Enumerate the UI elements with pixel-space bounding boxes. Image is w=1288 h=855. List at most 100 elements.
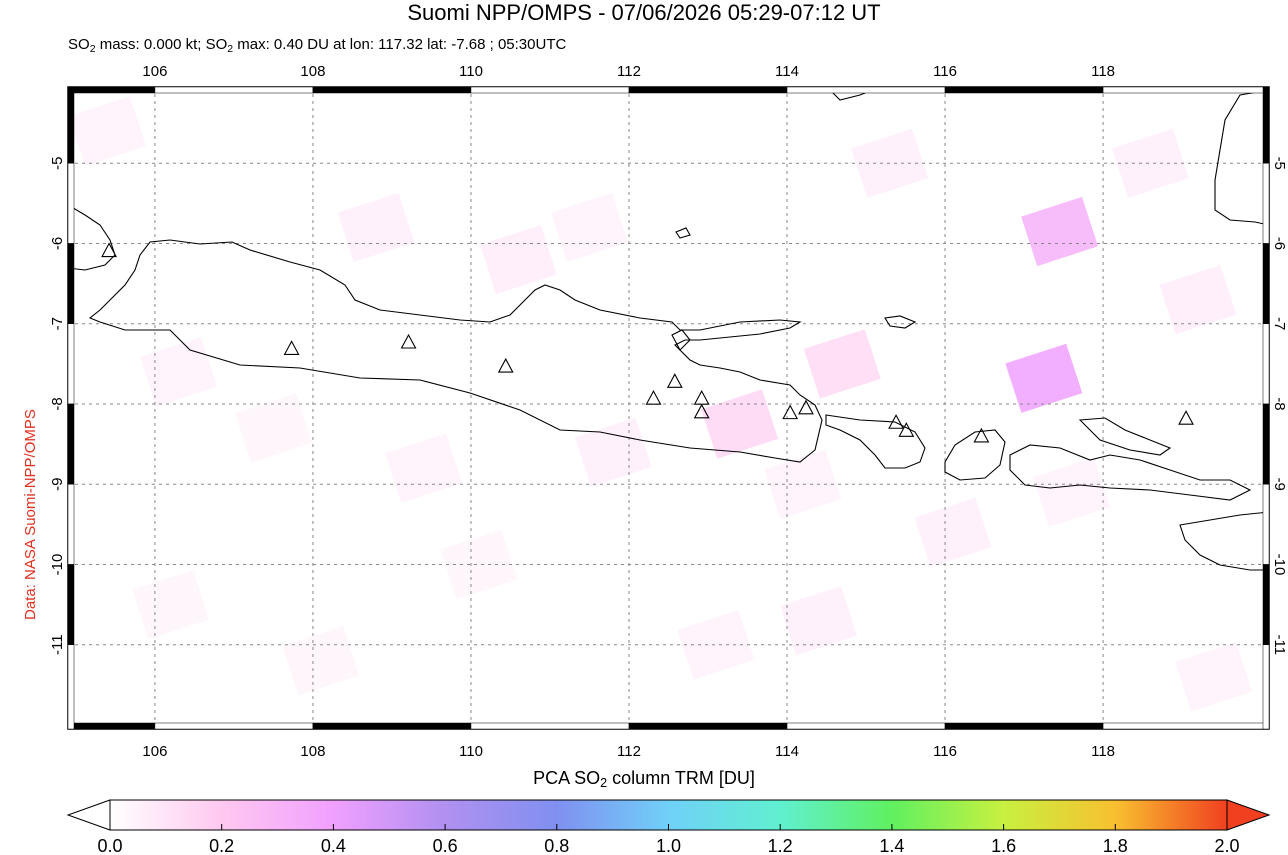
axis-labels: 106 106 108 108 110 110 112 112 114 114 116 116 118 1…: [49, 63, 1288, 760]
so2-pixel: [1005, 343, 1083, 413]
lat-tick-label-right: -5: [1271, 157, 1288, 170]
coastline-kalimantan-east: [1214, 89, 1269, 226]
so2-pixel: [1159, 265, 1237, 335]
frame-bar-left: [67, 403, 75, 485]
so2-pixel: [337, 192, 415, 263]
volcano-icon: [798, 399, 814, 415]
colorbar-tick-label: 1.4: [879, 836, 904, 855]
frame-bar-right: [1262, 483, 1270, 565]
lat-tick-label-left: -8: [49, 397, 66, 410]
so2-pixel: [1175, 642, 1253, 712]
so2-pixel: [780, 586, 858, 656]
frame-bar-top: [154, 86, 314, 94]
frame-bar-bottom: [470, 722, 630, 730]
coastline-karimunjawa: [675, 227, 691, 239]
frame-bar-top: [1102, 86, 1270, 94]
volcano-icon: [898, 422, 915, 437]
frame-bar-left: [67, 483, 75, 565]
colorbar-min-arrow: [66, 799, 111, 831]
lon-tick-label-bottom: 112: [617, 743, 641, 760]
colorbar-tick-label: 1.8: [1103, 836, 1128, 855]
colorbar-label: PCA SO2 column TRM [DU]: [0, 768, 1288, 790]
frame-bar-right: [1262, 243, 1270, 324]
subtitle-pre: SO: [68, 36, 90, 53]
frame-bar-right: [1262, 564, 1270, 645]
so2-pixel: [385, 433, 463, 503]
colorbar-tick-label: 0.8: [544, 836, 569, 855]
colorbar-tick-label: 1.0: [656, 836, 681, 855]
volcano-icon: [1178, 410, 1194, 425]
lat-tick-label-left: -6: [49, 237, 66, 250]
coastline-madura-strait-islet: [671, 329, 691, 351]
lat-tick-label-right: -7: [1271, 317, 1288, 330]
frame-bar-right: [1262, 323, 1270, 405]
so2-pixel: [574, 417, 652, 487]
coastline-bali: [825, 414, 926, 469]
coastline-sumbawa-north: [1078, 417, 1172, 456]
volcano-icon: [400, 333, 417, 349]
lat-tick-label-right: -11: [1271, 634, 1288, 655]
lat-tick-label-left: -7: [49, 317, 66, 330]
lat-tick-label-left: -11: [49, 634, 66, 655]
colorbar-tick-label: 2.0: [1214, 836, 1239, 855]
frame-bar-bottom: [154, 722, 314, 730]
so2-pixel: [677, 610, 755, 680]
lon-tick-label-bottom: 116: [933, 743, 957, 760]
lon-tick-label-top: 118: [1091, 63, 1115, 80]
lat-tick-label-left: -10: [49, 554, 66, 576]
frame-bar-top: [470, 86, 630, 94]
so2-pixel: [1021, 196, 1099, 267]
volcano-icon: [666, 373, 683, 388]
map-subtitle: SO2 mass: 0.000 kt; SO2 max: 0.40 DU at …: [68, 36, 566, 58]
lon-tick-label-bottom: 106: [142, 743, 167, 760]
lat-tick-label-right: -10: [1271, 554, 1288, 576]
subtitle-sub: 2: [89, 43, 96, 55]
coastline-sumbawa: [1009, 444, 1252, 501]
coastline-java: [88, 239, 823, 463]
colorbar: 0.0 0.2 0.4 0.6 0.8 1.0 1.2 1.4 1.6 1.8 2.0: [66, 799, 1271, 855]
lon-tick-label-top: 114: [775, 63, 799, 80]
frame-bar-left: [67, 162, 75, 244]
frame-bar-bottom: [628, 722, 788, 730]
so2-pixel: [764, 449, 842, 519]
frame-bar-right: [1262, 86, 1270, 164]
so2-pixel: [1112, 128, 1189, 198]
coastline-lombok: [944, 429, 1006, 481]
colorbar-tick-label: 0.2: [209, 836, 234, 855]
frame-bar-right: [1262, 644, 1270, 730]
coastline-layer: [68, 87, 1269, 571]
lon-tick-label-top: 108: [300, 63, 325, 80]
lon-tick-label-top: 106: [142, 63, 167, 80]
lon-tick-label-bottom: 110: [459, 743, 483, 760]
colorbar-label-post: column TRM [DU]: [607, 768, 755, 788]
coastline-sumba: [1179, 511, 1269, 571]
so2-pixel: [701, 389, 779, 459]
map-background: [68, 87, 1269, 729]
volcano-icon: [645, 390, 662, 405]
frame-bar-top: [944, 86, 1104, 94]
volcano-icon: [693, 403, 710, 419]
lon-tick-label-bottom: 108: [300, 743, 325, 760]
lat-tick-label-left: -5: [49, 157, 66, 170]
frame-bar-top: [67, 86, 156, 94]
so2-pixel: [140, 337, 218, 407]
frame-bar-left: [67, 243, 75, 324]
coastline-sumatra: [68, 204, 116, 271]
frame-bar-right: [1262, 162, 1270, 244]
lat-tick-label-left: -9: [49, 478, 66, 491]
volcano-icon: [283, 340, 300, 355]
frame-bar-bottom: [944, 722, 1104, 730]
frame-bar-bottom: [312, 722, 472, 730]
colorbar-tick-label: 1.2: [768, 836, 793, 855]
frame-bar-left: [67, 86, 75, 164]
so2-pixel: [69, 96, 146, 166]
lat-tick-label-right: -6: [1271, 237, 1288, 250]
so2-pixel: [132, 569, 210, 640]
frame-bar-left: [67, 644, 75, 730]
colorbar-max-arrow: [1226, 799, 1271, 831]
lat-tick-label-right: -9: [1271, 478, 1288, 491]
subtitle-sub2: 2: [227, 43, 234, 55]
volcano-icon: [101, 242, 118, 258]
frame-bar-top: [312, 86, 472, 94]
